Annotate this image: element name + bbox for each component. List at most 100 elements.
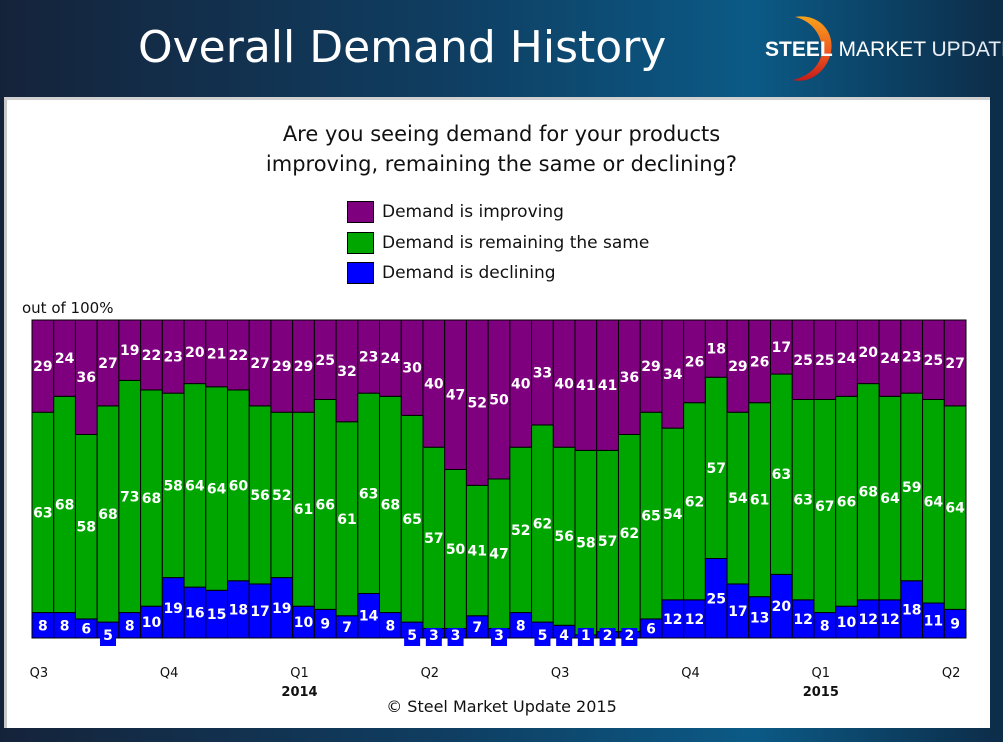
data-label-declining: 20 xyxy=(772,599,792,615)
data-label-improving: 18 xyxy=(706,342,725,358)
data-label-declining: 4 xyxy=(559,628,569,644)
bar-group xyxy=(422,319,446,639)
data-label-same: 65 xyxy=(402,512,421,528)
data-label-improving: 27 xyxy=(250,356,269,372)
data-label-improving: 33 xyxy=(533,365,552,381)
bar-group xyxy=(183,319,207,639)
legend-swatch-improving xyxy=(347,201,374,224)
data-label-same: 56 xyxy=(554,529,573,545)
data-label-bg xyxy=(599,628,616,646)
bar-group xyxy=(205,319,228,639)
data-label-improving: 24 xyxy=(381,351,401,367)
data-label-same: 61 xyxy=(294,502,313,518)
data-label-bg xyxy=(534,628,551,646)
bar-group xyxy=(270,319,294,639)
data-label-same: 62 xyxy=(620,526,639,542)
data-label-same: 57 xyxy=(598,534,617,550)
data-label-declining: 9 xyxy=(320,617,330,633)
data-label-declining: 12 xyxy=(880,612,899,628)
data-label-declining: 10 xyxy=(837,615,857,631)
bar-group xyxy=(140,319,163,639)
data-label-improving: 47 xyxy=(446,388,465,404)
copyright-text: © Steel Market Update 2015 xyxy=(386,697,617,716)
logo-arc-icon xyxy=(793,16,832,81)
data-label-same: 62 xyxy=(533,517,552,533)
bar-group xyxy=(943,319,967,639)
data-label-improving: 36 xyxy=(620,370,639,386)
data-label-improving: 40 xyxy=(554,377,574,393)
chart-title-line-2: improving, remaining the same or declini… xyxy=(265,152,738,176)
bar-group xyxy=(357,319,381,639)
data-label-same: 63 xyxy=(33,505,52,521)
bar-group xyxy=(683,319,706,639)
data-label-same: 64 xyxy=(924,494,944,510)
data-label-declining: 17 xyxy=(728,604,747,620)
legend-label-same: Demand is remaining the same xyxy=(382,232,650,253)
legend-swatch-declining xyxy=(347,262,374,285)
data-label-same: 66 xyxy=(837,494,856,510)
data-label-declining: 8 xyxy=(38,618,48,634)
data-label-declining: 15 xyxy=(207,607,226,623)
bar-group xyxy=(335,319,359,639)
data-label-bg xyxy=(447,628,464,646)
chart-title: Are you seeing demand for your products … xyxy=(0,119,1003,179)
data-label-improving: 27 xyxy=(98,356,117,372)
logo-text: STEEL MARKET UPDATE xyxy=(765,38,1003,62)
bar-group xyxy=(31,319,55,639)
data-label-improving: 24 xyxy=(880,351,900,367)
data-label-declining: 12 xyxy=(793,612,812,628)
data-label-same: 58 xyxy=(77,520,96,536)
legend-item-declining: Demand is declining xyxy=(347,258,649,289)
data-label-improving: 27 xyxy=(945,356,964,372)
data-label-declining: 3 xyxy=(451,628,461,644)
bar-group xyxy=(639,319,663,639)
data-label-declining: 1 xyxy=(581,628,591,644)
data-label-improving: 41 xyxy=(598,378,617,394)
y-axis-label: out of 100% xyxy=(22,299,114,317)
data-label-same: 68 xyxy=(55,497,74,513)
data-label-same: 54 xyxy=(728,491,748,507)
bar-group xyxy=(835,319,858,639)
logo-word-steel: STEEL xyxy=(765,38,833,61)
data-label-declining: 12 xyxy=(859,612,878,628)
page-title: Overall Demand History xyxy=(138,22,667,73)
bar-group xyxy=(596,319,619,639)
data-label-bg xyxy=(100,628,117,646)
data-label-improving: 25 xyxy=(924,353,943,369)
data-label-declining: 10 xyxy=(294,615,314,631)
data-label-improving: 52 xyxy=(468,396,487,412)
data-label-declining: 12 xyxy=(685,612,704,628)
bar-group xyxy=(313,319,337,639)
chart-title-line-1: Are you seeing demand for your products xyxy=(282,122,721,146)
data-label-improving: 40 xyxy=(511,377,531,393)
data-label-improving: 19 xyxy=(120,343,139,359)
data-label-same: 64 xyxy=(945,501,965,517)
data-label-same: 67 xyxy=(815,499,834,515)
data-label-declining: 2 xyxy=(624,628,634,644)
data-label-declining: 11 xyxy=(924,614,943,630)
bar-group xyxy=(118,319,142,639)
data-label-improving: 41 xyxy=(576,378,595,394)
data-label-declining: 7 xyxy=(472,620,482,636)
data-label-improving: 17 xyxy=(772,340,791,356)
data-label-declining: 8 xyxy=(820,618,830,634)
data-label-same: 61 xyxy=(750,493,769,509)
data-label-bg xyxy=(491,628,507,646)
data-label-declining: 14 xyxy=(359,609,379,625)
bar-group xyxy=(617,319,641,639)
data-label-same: 57 xyxy=(424,531,443,547)
data-label-bg xyxy=(577,628,594,646)
data-label-same: 64 xyxy=(185,478,205,494)
bar-group xyxy=(813,319,837,639)
logo-word-market: MARKET xyxy=(838,38,926,61)
data-label-same: 56 xyxy=(250,488,269,504)
data-label-same: 63 xyxy=(359,486,378,502)
bar-group xyxy=(444,319,467,639)
x-tick-label: Q4 xyxy=(160,666,179,681)
data-label-same: 47 xyxy=(489,547,508,563)
bar-group xyxy=(661,319,685,639)
data-label-same: 61 xyxy=(337,512,356,528)
data-label-same: 57 xyxy=(706,461,725,477)
data-label-same: 52 xyxy=(272,488,291,504)
data-label-same: 68 xyxy=(98,507,117,523)
